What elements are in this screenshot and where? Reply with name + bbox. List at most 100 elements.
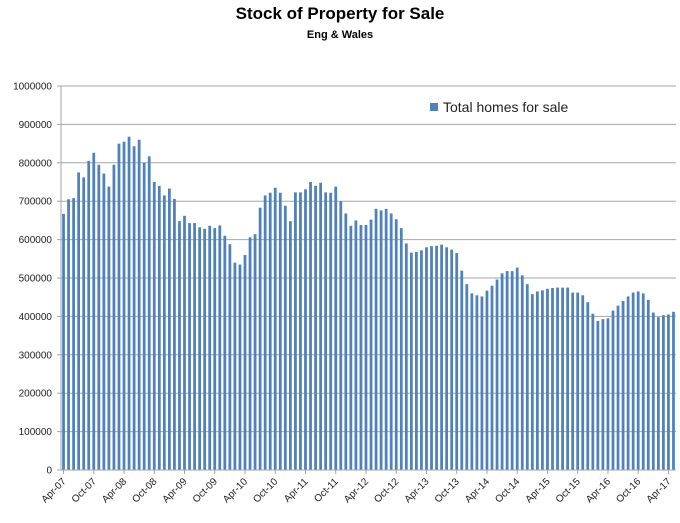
bar bbox=[616, 305, 620, 470]
bar bbox=[495, 279, 499, 470]
bar bbox=[359, 225, 363, 470]
x-tick-label: Oct-16 bbox=[614, 476, 643, 505]
y-tick-label: 300000 bbox=[19, 350, 53, 361]
bar bbox=[198, 227, 202, 470]
x-tick-label: Apr-13 bbox=[403, 476, 432, 505]
bar bbox=[228, 244, 232, 470]
y-tick-label: 100000 bbox=[19, 427, 53, 438]
x-tick-label: Oct-12 bbox=[372, 476, 401, 505]
bar bbox=[551, 287, 554, 470]
bar bbox=[122, 141, 126, 470]
bar bbox=[147, 156, 151, 470]
bar bbox=[334, 186, 338, 470]
bar bbox=[258, 207, 262, 470]
bar bbox=[581, 295, 585, 470]
bar bbox=[152, 182, 156, 470]
x-tick-label: Oct-08 bbox=[130, 476, 159, 505]
bar bbox=[556, 287, 559, 470]
bar bbox=[238, 264, 242, 470]
x-tick-label: Apr-17 bbox=[645, 476, 674, 505]
x-tick-label: Oct-09 bbox=[191, 476, 220, 505]
bar bbox=[137, 139, 141, 470]
bar bbox=[561, 287, 564, 470]
bar bbox=[339, 201, 343, 470]
bar bbox=[132, 146, 136, 470]
y-tick-label: 900000 bbox=[19, 120, 53, 131]
bar bbox=[62, 213, 65, 470]
bar bbox=[535, 291, 539, 470]
bar bbox=[626, 296, 630, 470]
bar bbox=[193, 223, 196, 470]
bar bbox=[324, 192, 328, 471]
bar bbox=[344, 213, 348, 470]
y-tick-label: 200000 bbox=[19, 389, 53, 400]
bar bbox=[601, 319, 605, 470]
bar bbox=[409, 252, 413, 470]
bar bbox=[112, 164, 116, 470]
bar bbox=[667, 314, 670, 470]
bars bbox=[62, 136, 675, 471]
bar bbox=[142, 162, 146, 471]
bar bbox=[435, 245, 438, 470]
bar bbox=[485, 290, 489, 470]
bar bbox=[546, 288, 549, 470]
bar bbox=[157, 185, 161, 470]
bar bbox=[319, 182, 322, 470]
bar bbox=[394, 219, 398, 470]
y-axis-ticks: 0 100000 200000 300000 400000 500000 600000 700… bbox=[13, 82, 61, 477]
bar bbox=[399, 228, 403, 470]
bar bbox=[253, 234, 257, 470]
bar bbox=[213, 228, 217, 470]
y-tick-label: 0 bbox=[46, 466, 52, 477]
chart-subtitle: Eng & Wales bbox=[306, 29, 374, 41]
bar bbox=[430, 246, 433, 470]
bar bbox=[611, 310, 615, 470]
bar bbox=[651, 312, 655, 470]
x-tick-label: Apr-11 bbox=[282, 476, 311, 505]
bar bbox=[97, 164, 101, 470]
bar bbox=[425, 247, 428, 470]
bar bbox=[415, 251, 418, 470]
y-tick-label: 600000 bbox=[19, 235, 53, 246]
bar bbox=[636, 291, 640, 470]
bar bbox=[107, 186, 111, 470]
bar bbox=[183, 215, 186, 470]
y-tick-label: 400000 bbox=[19, 312, 53, 323]
bar bbox=[656, 317, 660, 470]
bar bbox=[374, 208, 378, 470]
bar bbox=[117, 143, 121, 470]
bar bbox=[263, 195, 267, 470]
x-tick-label: Oct-11 bbox=[312, 476, 341, 505]
bar bbox=[304, 189, 307, 470]
bar bbox=[596, 321, 600, 470]
x-tick-label: Apr-07 bbox=[40, 476, 69, 505]
bar bbox=[641, 293, 645, 470]
bar bbox=[369, 219, 373, 470]
bar bbox=[77, 172, 81, 470]
bar bbox=[82, 177, 86, 470]
bar bbox=[243, 254, 247, 470]
bar bbox=[178, 221, 181, 470]
bar bbox=[445, 247, 449, 470]
bar bbox=[500, 273, 504, 470]
x-tick-label: Oct-15 bbox=[554, 476, 583, 505]
bar bbox=[672, 311, 675, 470]
bar bbox=[384, 208, 388, 470]
bar bbox=[530, 294, 534, 470]
bar bbox=[591, 313, 595, 470]
x-tick-label: Apr-14 bbox=[463, 476, 492, 505]
x-tick-label: Apr-09 bbox=[161, 476, 190, 505]
bar bbox=[525, 284, 529, 470]
bar bbox=[364, 225, 368, 470]
bar bbox=[87, 160, 91, 470]
bar bbox=[571, 292, 575, 470]
bar bbox=[379, 210, 383, 470]
bar bbox=[566, 287, 570, 470]
bar bbox=[294, 192, 297, 471]
bar bbox=[631, 292, 635, 470]
x-tick-label: Oct-07 bbox=[70, 476, 99, 505]
bar bbox=[420, 250, 423, 470]
bar bbox=[299, 192, 302, 471]
bar bbox=[268, 192, 272, 470]
bar bbox=[349, 225, 353, 470]
